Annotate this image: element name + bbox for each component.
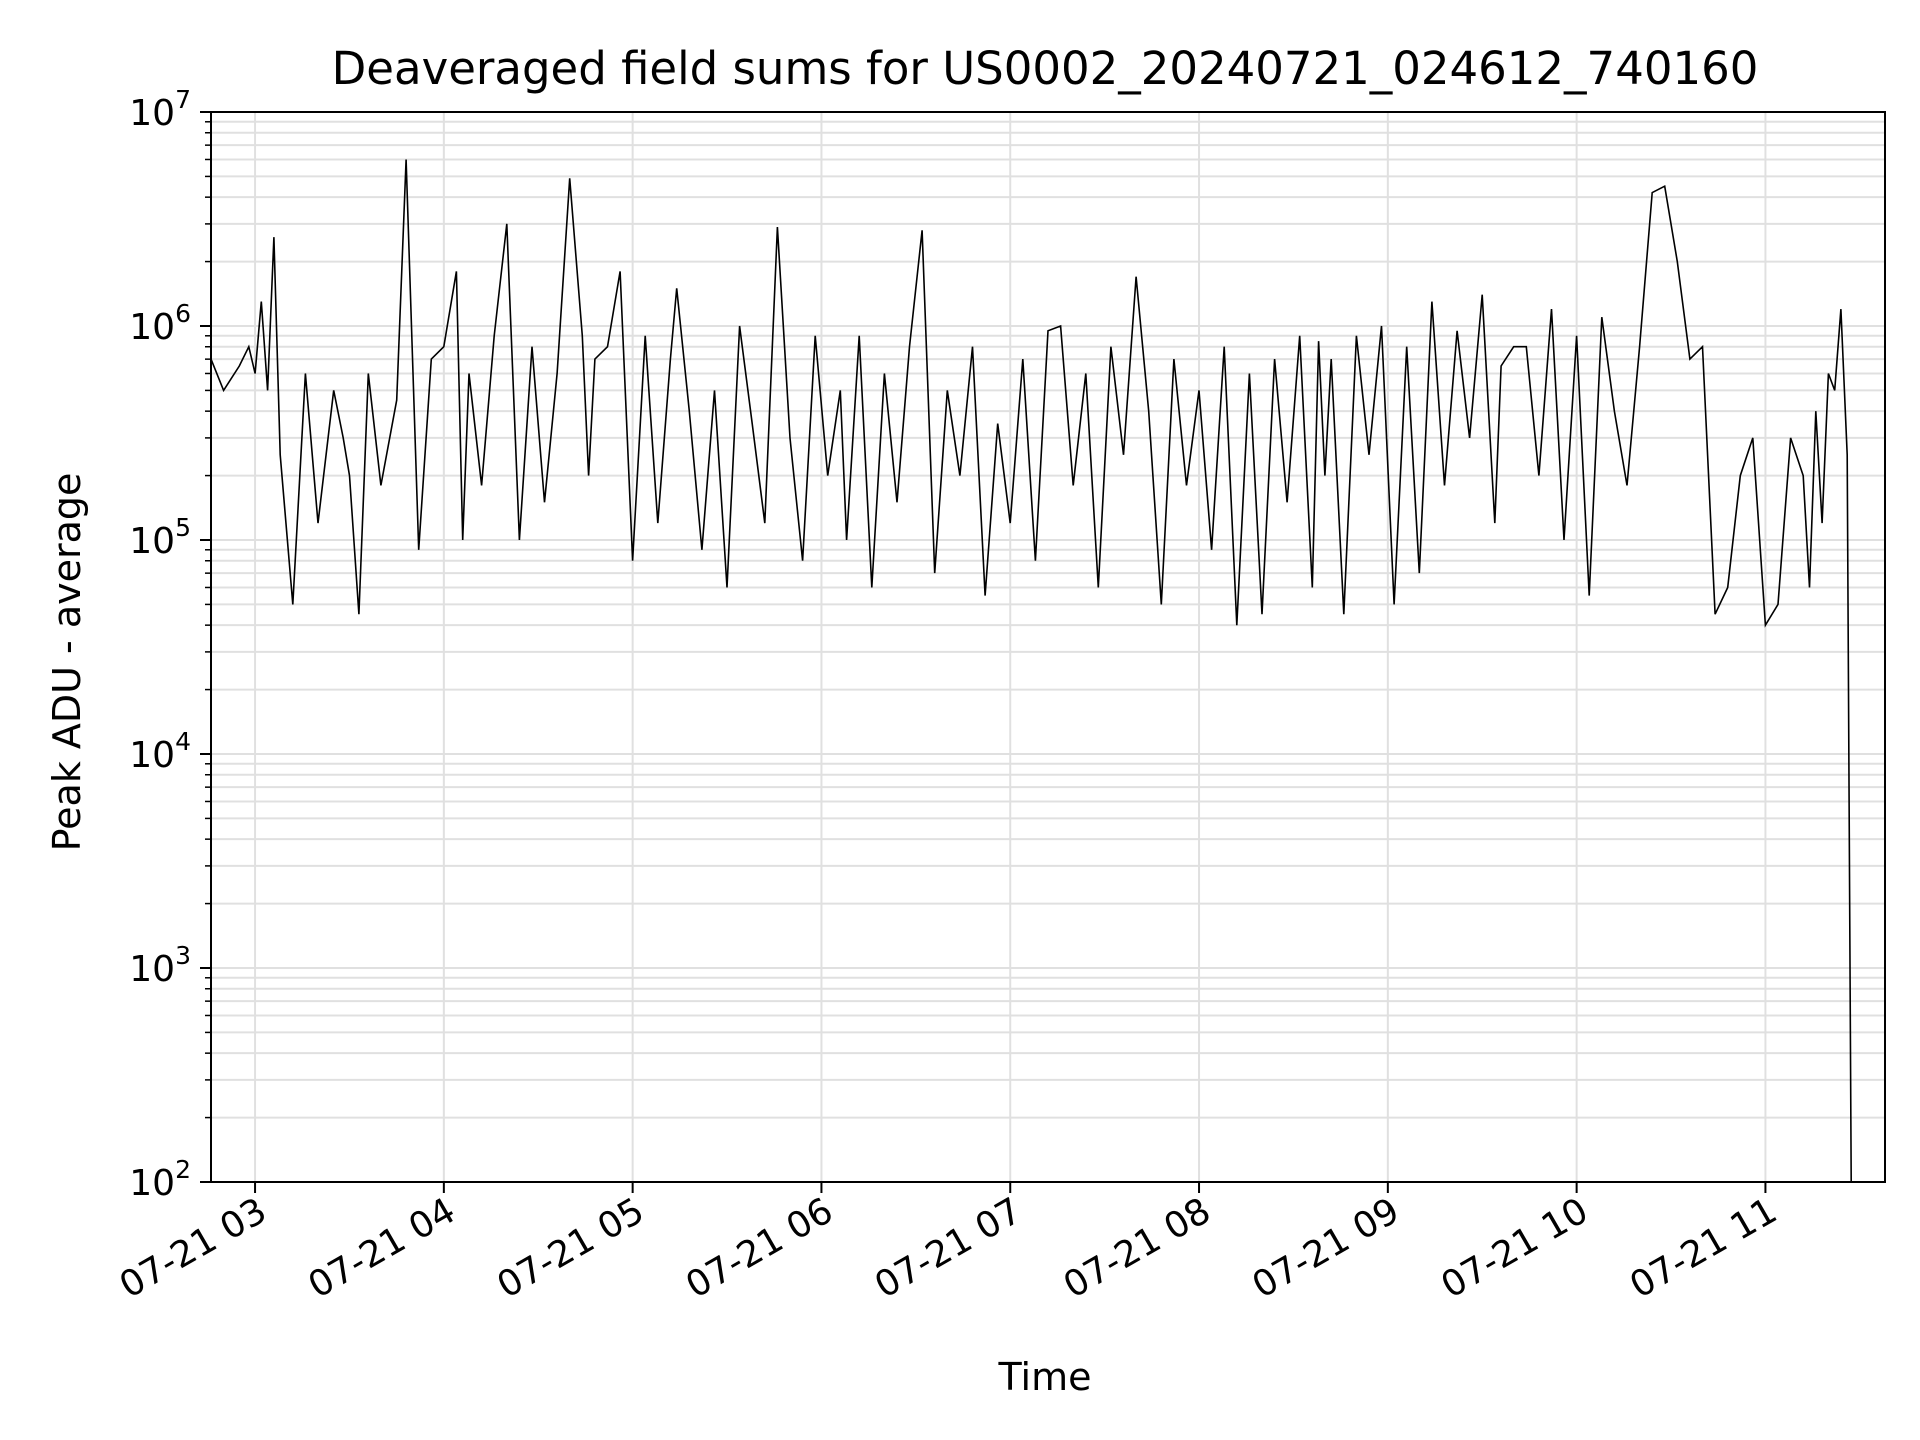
- grid: [211, 111, 1885, 1183]
- y-tick-label: 107: [129, 85, 191, 134]
- y-tick-label: 104: [129, 727, 191, 776]
- y-tick-label: 102: [129, 1155, 191, 1204]
- y-axis-label: Peak ADU - average: [45, 473, 89, 852]
- y-tick-label: 103: [129, 941, 191, 990]
- y-tick-label: 105: [129, 513, 191, 562]
- series-line: [210, 159, 1852, 1182]
- y-tick-label: 106: [129, 299, 191, 348]
- chart-title: Deaveraged field sums for US0002_2024072…: [332, 42, 1759, 95]
- plot-frame: [210, 111, 1886, 1183]
- x-axis-label: Time: [998, 1355, 1092, 1399]
- series-layer: [210, 159, 1852, 1182]
